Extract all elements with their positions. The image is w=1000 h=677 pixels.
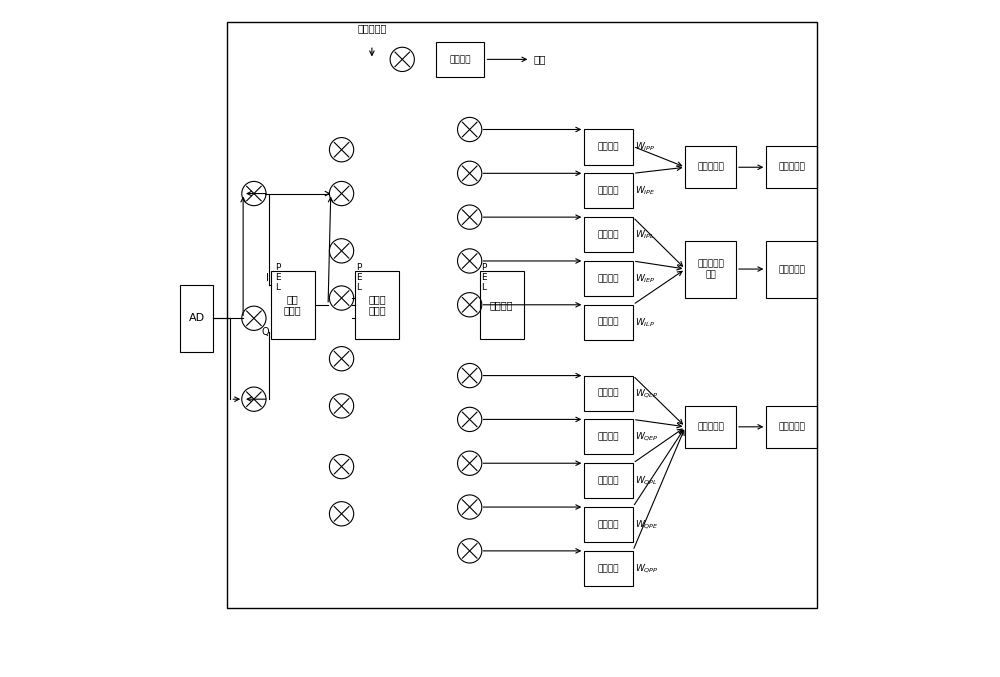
Text: 相关累加: 相关累加 (598, 274, 619, 283)
Text: $W_{ILP}$: $W_{ILP}$ (635, 316, 655, 328)
Text: AD: AD (189, 313, 205, 324)
Text: $W_{QPL}$: $W_{QPL}$ (635, 475, 658, 487)
FancyBboxPatch shape (355, 271, 399, 338)
FancyBboxPatch shape (584, 376, 633, 411)
Text: 相关累加: 相关累加 (598, 433, 619, 441)
FancyBboxPatch shape (584, 305, 633, 340)
FancyBboxPatch shape (180, 284, 213, 352)
Text: 相关累加: 相关累加 (598, 318, 619, 327)
FancyBboxPatch shape (584, 129, 633, 165)
Text: 码环鉴相器: 码环鉴相器 (697, 422, 724, 431)
Text: E: E (481, 274, 487, 282)
Text: $W_{IPL}$: $W_{IPL}$ (635, 228, 655, 241)
FancyBboxPatch shape (584, 261, 633, 296)
Text: 环路滤波器: 环路滤波器 (778, 265, 805, 274)
Text: 载波
发生器: 载波 发生器 (284, 294, 301, 315)
Text: 相关累加: 相关累加 (598, 564, 619, 573)
Text: I: I (266, 273, 269, 283)
Text: 电文: 电文 (534, 54, 546, 64)
Text: 相关累加: 相关累加 (598, 476, 619, 485)
FancyBboxPatch shape (584, 463, 633, 498)
Text: L: L (356, 284, 361, 292)
Text: $W_{QPE}$: $W_{QPE}$ (635, 518, 659, 531)
Text: 载波鉴相器: 载波鉴相器 (697, 162, 724, 172)
Text: $W_{QPP}$: $W_{QPP}$ (635, 562, 658, 575)
FancyBboxPatch shape (271, 271, 315, 338)
Text: 相关累加: 相关累加 (598, 389, 619, 397)
Text: 相关累加: 相关累加 (449, 55, 471, 64)
Text: L: L (481, 284, 486, 292)
Text: $W_{IPE}$: $W_{IPE}$ (635, 185, 655, 197)
Text: 子载波
发生器: 子载波 发生器 (368, 294, 386, 315)
FancyBboxPatch shape (766, 241, 817, 298)
Text: L: L (275, 284, 280, 292)
FancyBboxPatch shape (436, 42, 484, 77)
Text: 子载波环鉴
相器: 子载波环鉴 相器 (697, 260, 724, 279)
FancyBboxPatch shape (685, 241, 736, 298)
Text: 相关累加: 相关累加 (598, 230, 619, 239)
Text: $W_{QLP}$: $W_{QLP}$ (635, 387, 658, 399)
Text: $W_{IPP}$: $W_{IPP}$ (635, 141, 655, 153)
FancyBboxPatch shape (766, 146, 817, 188)
FancyBboxPatch shape (766, 406, 817, 447)
Text: 环路滤波器: 环路滤波器 (778, 162, 805, 172)
Text: Q: Q (261, 327, 269, 336)
FancyBboxPatch shape (584, 173, 633, 209)
Text: $W_{QEP}$: $W_{QEP}$ (635, 431, 659, 443)
FancyBboxPatch shape (480, 271, 524, 338)
Text: P: P (356, 263, 362, 272)
Text: P: P (481, 263, 486, 272)
Text: 码发生器: 码发生器 (490, 300, 513, 310)
Text: P: P (275, 263, 281, 272)
Text: 相关累加: 相关累加 (598, 520, 619, 529)
FancyBboxPatch shape (584, 507, 633, 542)
FancyBboxPatch shape (584, 551, 633, 586)
FancyBboxPatch shape (584, 420, 633, 454)
Text: E: E (275, 274, 281, 282)
Text: $W_{IEP}$: $W_{IEP}$ (635, 272, 655, 285)
FancyBboxPatch shape (685, 406, 736, 447)
Text: 相关累加: 相关累加 (598, 143, 619, 152)
Text: 数据路伪码: 数据路伪码 (357, 24, 387, 33)
Text: E: E (356, 274, 362, 282)
Text: 环路滤波器: 环路滤波器 (778, 422, 805, 431)
FancyBboxPatch shape (584, 217, 633, 253)
FancyBboxPatch shape (685, 146, 736, 188)
Text: 相关累加: 相关累加 (598, 186, 619, 196)
